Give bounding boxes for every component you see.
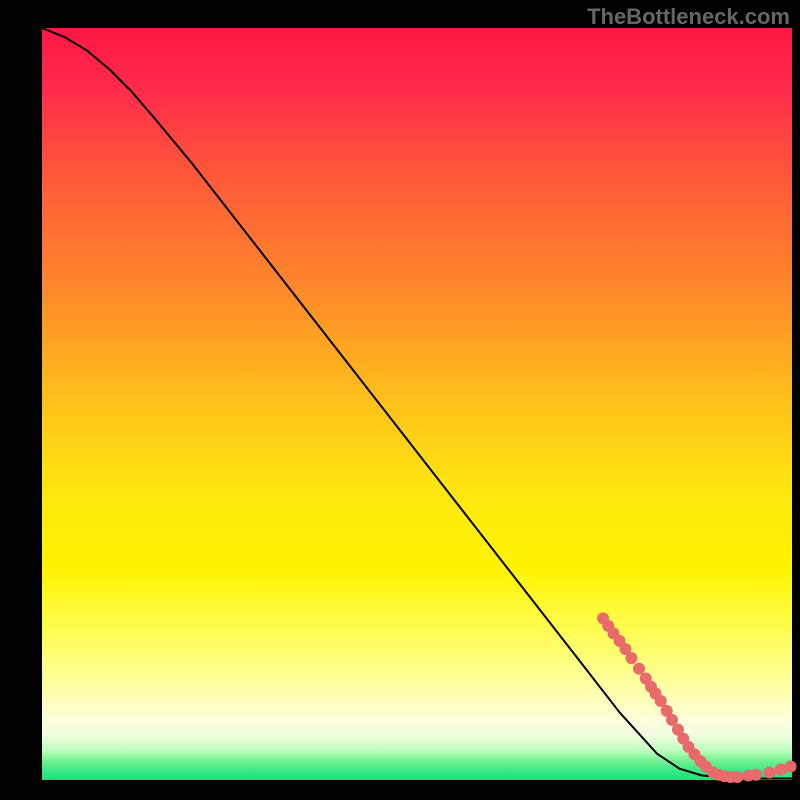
chart-container: TheBottleneck.com — [0, 0, 800, 800]
plot-background — [42, 28, 792, 780]
bottleneck-curve-chart — [0, 0, 800, 800]
data-marker — [731, 771, 743, 783]
data-marker — [750, 769, 762, 781]
data-marker — [785, 760, 797, 772]
data-marker — [633, 663, 645, 675]
watermark-text: TheBottleneck.com — [587, 4, 790, 30]
data-marker — [764, 766, 776, 778]
data-marker — [626, 652, 638, 664]
